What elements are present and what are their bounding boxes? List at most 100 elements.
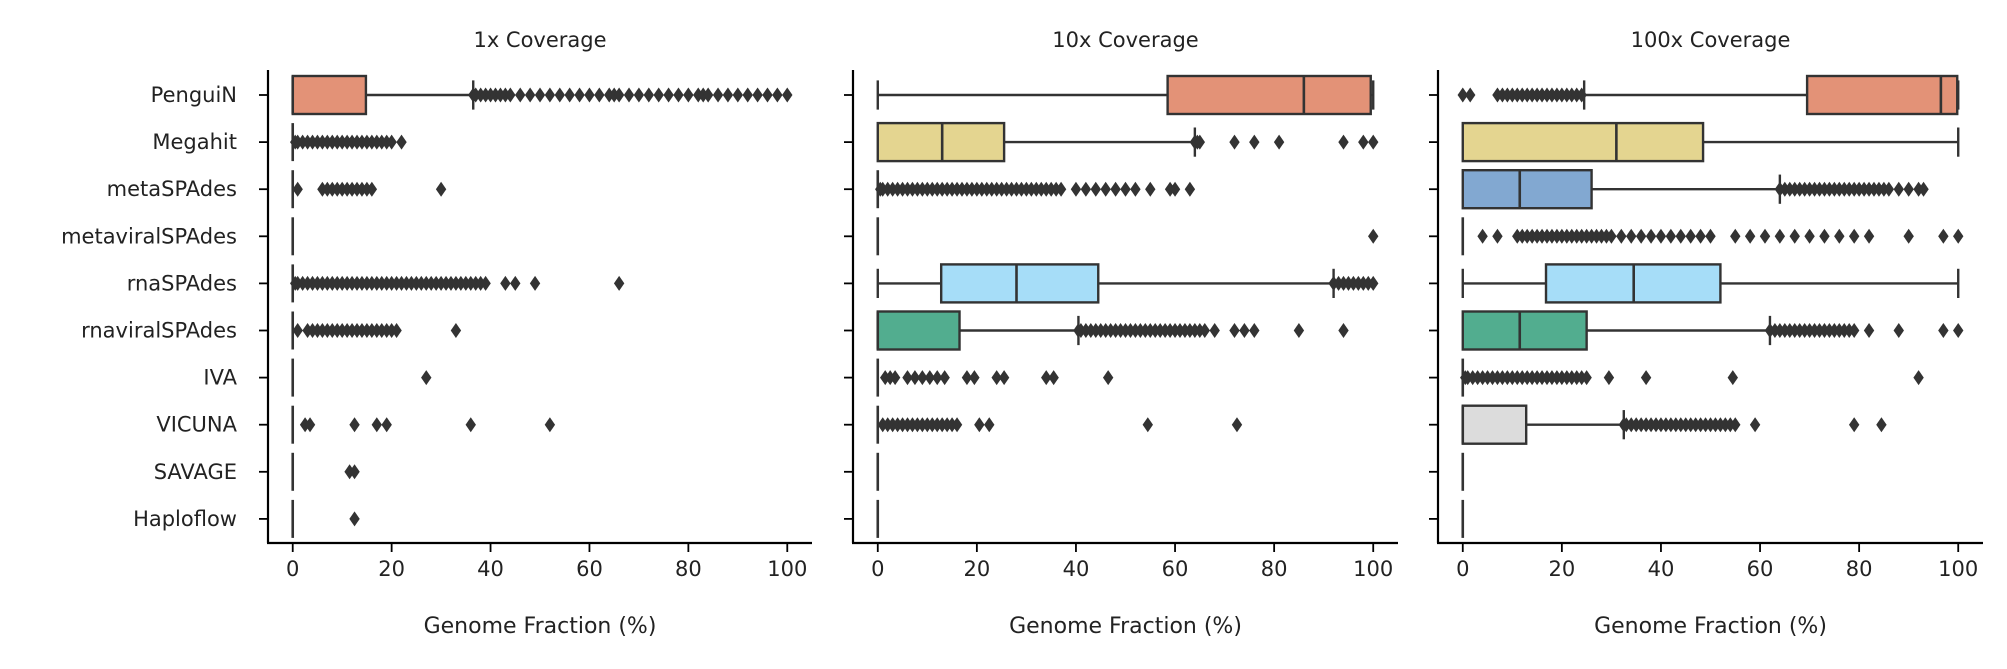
outlier-point: [1184, 181, 1196, 197]
outlier-point: [529, 275, 541, 291]
outlier-point: [1048, 370, 1059, 386]
outlier-point: [762, 87, 773, 103]
outlier-point: [349, 511, 360, 527]
outlier-point: [1749, 417, 1761, 433]
box-row: [1429, 74, 1960, 116]
box-row: [844, 310, 1349, 351]
box: [939, 263, 1100, 304]
outlier-point: [554, 87, 565, 103]
panel-title: 100x Coverage: [1631, 28, 1791, 52]
box-row: [1429, 452, 1465, 491]
x-tick-label: 20: [378, 557, 405, 581]
x-tick-label: 20: [963, 557, 990, 581]
x-tick-label: 40: [477, 557, 504, 581]
y-tick-label: Haploflow: [133, 507, 237, 531]
outlier-point: [1903, 181, 1914, 197]
x-tick-label: 0: [286, 557, 299, 581]
outlier-point: [702, 87, 714, 103]
y-tick-label: SAVAGE: [154, 460, 237, 484]
x-axis-label: Genome Fraction (%): [1009, 614, 1242, 639]
outlier-point: [292, 323, 303, 338]
outlier-point: [1727, 370, 1738, 386]
box-row: [1429, 121, 1960, 163]
outlier-point: [1938, 323, 1949, 338]
x-tick-label: 100: [1353, 557, 1393, 581]
box-row: [844, 452, 880, 491]
outlier-point: [1465, 87, 1476, 103]
y-tick-label: metaviralSPAdes: [61, 224, 237, 248]
box-row: [844, 405, 1243, 444]
outlier-point: [613, 275, 625, 291]
panel-1: 1x Coverage 0 20 40 60 80 100 Genome Fraction (…: [61, 28, 812, 639]
outlier-point: [1675, 228, 1686, 244]
outlier-point: [1231, 417, 1243, 433]
box-row: rnaSPAdes: [127, 264, 625, 303]
outlier-point: [371, 417, 382, 433]
y-tick-label: Megahit: [152, 130, 237, 154]
outlier-point: [292, 181, 303, 197]
box: [1461, 121, 1705, 163]
outlier-point: [1759, 228, 1771, 244]
box-row: [844, 358, 1114, 397]
box-row: [1429, 499, 1465, 538]
outlier-point: [984, 417, 995, 433]
outlier-point: [939, 370, 950, 386]
outlier-point: [961, 370, 973, 386]
box-row: [1429, 404, 1887, 445]
outlier-point: [1239, 323, 1250, 338]
outlier-point: [564, 87, 575, 103]
box-row: [1429, 310, 1964, 351]
box-row: [1429, 168, 1929, 210]
outlier-point: [396, 134, 407, 150]
outlier-point: [932, 370, 943, 386]
outlier-point: [1640, 370, 1652, 386]
outlier-point: [1705, 228, 1716, 244]
box: [1461, 310, 1588, 351]
outlier-point: [732, 87, 744, 103]
outlier-point: [421, 370, 432, 386]
panel-2: 10x Coverage 0 20 40 60 80 100 Genome Fraction …: [844, 28, 1398, 639]
outlier-point: [574, 87, 585, 103]
x-tick-label: 0: [871, 557, 884, 581]
outlier-point: [1626, 228, 1637, 244]
outlier-point: [1293, 323, 1305, 338]
outlier-point: [1938, 228, 1949, 244]
outlier-point: [1804, 228, 1815, 244]
outlier-point: [951, 417, 963, 433]
outlier-point: [510, 275, 521, 291]
outlier-point: [544, 87, 556, 103]
x-tick-label: 60: [1747, 557, 1774, 581]
outlier-point: [1645, 228, 1657, 244]
outlier-point: [1142, 417, 1153, 433]
box-row: Haploflow: [133, 499, 360, 538]
outlier-point: [1863, 228, 1875, 244]
box-row: IVA: [203, 358, 432, 397]
box: [1805, 74, 1959, 116]
outlier-point: [1249, 323, 1260, 338]
box-row: [844, 217, 1379, 256]
box-row: [844, 170, 1196, 209]
outlier-point: [450, 323, 462, 338]
outlier-point: [1903, 228, 1914, 244]
outlier-point: [1893, 323, 1904, 338]
outlier-point: [1774, 228, 1786, 244]
outlier-point: [663, 87, 674, 103]
outlier-point: [1090, 181, 1101, 197]
outlier-point: [594, 87, 605, 103]
box-row: [1429, 358, 1924, 397]
box-row: [844, 499, 880, 538]
outlier-point: [1576, 87, 1587, 103]
outlier-point: [381, 417, 392, 433]
box-row: [1429, 217, 1964, 256]
outlier-point: [1665, 228, 1677, 244]
box-row: [844, 263, 1379, 304]
outlier-point: [1194, 134, 1206, 150]
outlier-point: [991, 370, 1002, 386]
outlier-point: [782, 87, 793, 103]
outlier-point: [1055, 181, 1067, 197]
box-row: PenguiN: [151, 74, 793, 116]
box: [876, 310, 961, 351]
y-tick-label: PenguiN: [151, 83, 237, 107]
outlier-point: [349, 464, 360, 480]
panel-title: 10x Coverage: [1052, 28, 1198, 52]
